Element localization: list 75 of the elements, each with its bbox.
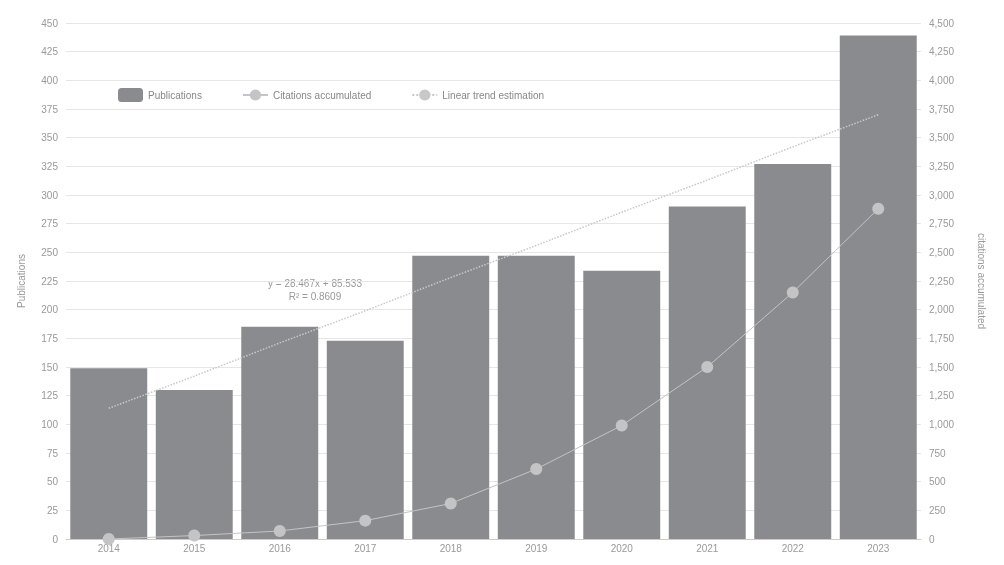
y2-tick-label: 1,000 (929, 418, 955, 430)
y2-tick-label: 4,500 (929, 17, 955, 29)
point (188, 529, 201, 542)
x-tick-label: 2017 (354, 542, 377, 554)
y-tick-label: 100 (41, 418, 59, 430)
bar (412, 255, 490, 539)
point (444, 497, 457, 510)
y2-tick-label: 1,750 (929, 332, 955, 344)
y-tick-label: 400 (41, 74, 59, 86)
legend-label: Publications (148, 89, 202, 101)
y-tick-label: 300 (41, 189, 59, 201)
y2-tick-label: 250 (929, 504, 947, 516)
point (273, 524, 286, 537)
y-tick-label: 175 (41, 332, 59, 344)
y2-tick-label: 0 (929, 533, 935, 545)
legend-label: Linear trend estimation (442, 89, 545, 101)
y2-tick-label: 4,250 (929, 46, 955, 58)
y-tick-label: 425 (41, 46, 59, 58)
y2-tick-label: 1,250 (929, 390, 955, 402)
bar (754, 164, 832, 539)
legend-label: Citations accumulated (272, 89, 372, 101)
point (102, 533, 115, 545)
y2-tick-label: 2,250 (929, 275, 955, 287)
y2-tick-label: 3,250 (929, 160, 955, 172)
y-tick-label: 25 (46, 504, 59, 516)
y-tick-label: 50 (46, 476, 59, 488)
y-tick-label: 225 (41, 275, 59, 287)
y2-tick-label: 3,500 (929, 132, 955, 144)
x-tick-label: 2016 (268, 542, 292, 554)
point (530, 463, 543, 476)
bar (583, 270, 661, 539)
x-tick-label: 2020 (610, 542, 634, 554)
bar (668, 206, 746, 539)
point (701, 361, 714, 373)
y-tick-label: 375 (41, 103, 59, 115)
y-tick-label: 75 (46, 447, 59, 459)
y-tick-label: 350 (41, 132, 59, 144)
x-tick-label: 2022 (781, 542, 805, 554)
y-tick-label: 125 (41, 390, 59, 402)
y2-tick-label: 3,000 (929, 189, 955, 201)
x-tick-label: 2021 (696, 542, 719, 554)
point (786, 286, 799, 299)
y2-tick-label: 750 (929, 447, 947, 459)
y-tick-label: 450 (41, 17, 59, 29)
bar (155, 389, 233, 539)
y2-tick-label: 2,750 (929, 218, 955, 230)
y-tick-label: 250 (41, 246, 59, 258)
x-tick-label: 2018 (439, 542, 463, 554)
x-tick-label: 2023 (867, 542, 890, 554)
y-axis-title: Publications (15, 254, 27, 308)
bar (241, 326, 319, 539)
x-tick-label: 2015 (183, 542, 206, 554)
y-tick-label: 0 (52, 533, 59, 545)
x-tick-label: 2019 (525, 542, 548, 554)
bar (839, 35, 917, 539)
bar (326, 340, 404, 539)
y-tick-label: 150 (41, 361, 59, 373)
y-tick-label: 325 (41, 160, 59, 172)
y2-tick-label: 2,000 (929, 304, 955, 316)
point (872, 202, 885, 215)
y2-tick-label: 500 (929, 476, 947, 488)
line-series (108, 113, 879, 410)
y-tick-label: 275 (41, 218, 59, 230)
y2-tick-label: 1,500 (929, 361, 955, 373)
y2-tick-label: 2,500 (929, 246, 955, 258)
annotation: R² = 0.8609 (288, 290, 342, 302)
y2-axis-title: citations accumulated (975, 232, 987, 330)
x-tick-label: 2014 (97, 542, 121, 554)
y2-tick-label: 4,000 (929, 74, 955, 86)
point (615, 419, 628, 432)
y-tick-label: 200 (41, 304, 59, 316)
y2-tick-label: 3,750 (929, 103, 955, 115)
bar (497, 255, 575, 539)
bar (70, 368, 148, 539)
point (359, 514, 372, 527)
